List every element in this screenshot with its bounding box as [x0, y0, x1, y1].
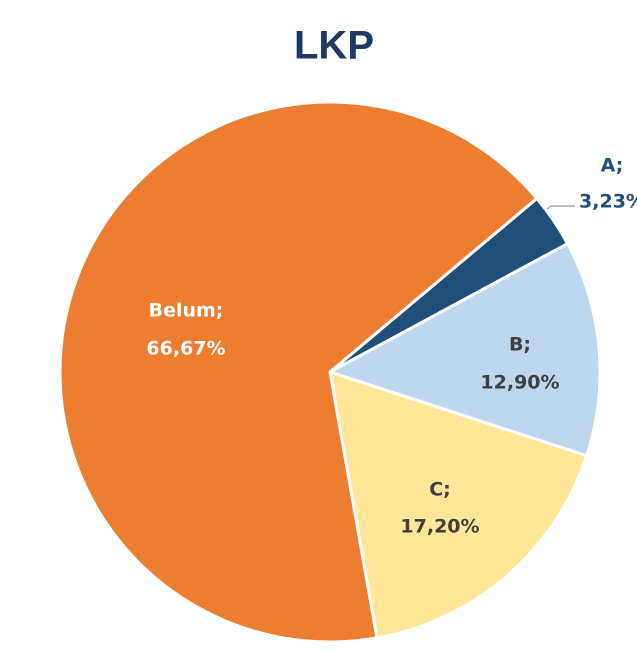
pie-slice — [328, 370, 589, 640]
slice-category-label: Belum; — [149, 300, 224, 322]
slice-value-label: 66,67% — [146, 338, 225, 360]
slice-category-label: B; — [509, 334, 531, 356]
slice-category-label: A; — [601, 155, 624, 177]
slice-category-label: C; — [429, 479, 451, 501]
slice-value-label: 3,23% — [579, 191, 637, 213]
slice-value-label: 12,90% — [480, 372, 559, 394]
slice-value-label: 17,20% — [400, 516, 479, 538]
pie-slice — [58, 100, 539, 644]
chart-title: LKP — [294, 24, 374, 68]
pie-slice — [328, 242, 602, 458]
